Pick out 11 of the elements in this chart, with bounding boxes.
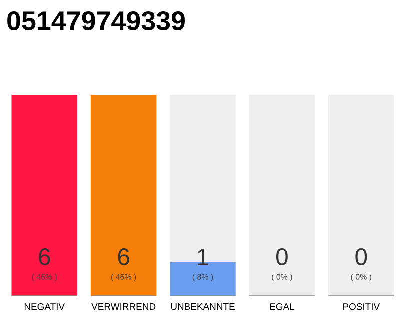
data-label: 1 xyxy=(198,249,208,266)
x-tick-label: VERWIRREND xyxy=(92,304,156,310)
x-tick-label: POSITIV xyxy=(344,304,380,310)
data-label: 6 xyxy=(39,248,50,266)
x-tick-label: UNBEKANNTE xyxy=(171,304,235,310)
x-tick-label: NEGATIV xyxy=(24,304,65,310)
chart-title: 051479749339 xyxy=(8,11,186,31)
data-label: 6 xyxy=(118,248,130,266)
x-tick-label: EGAL xyxy=(270,304,295,310)
data-label: 0 xyxy=(276,248,288,266)
data-label: 0 xyxy=(356,248,368,266)
